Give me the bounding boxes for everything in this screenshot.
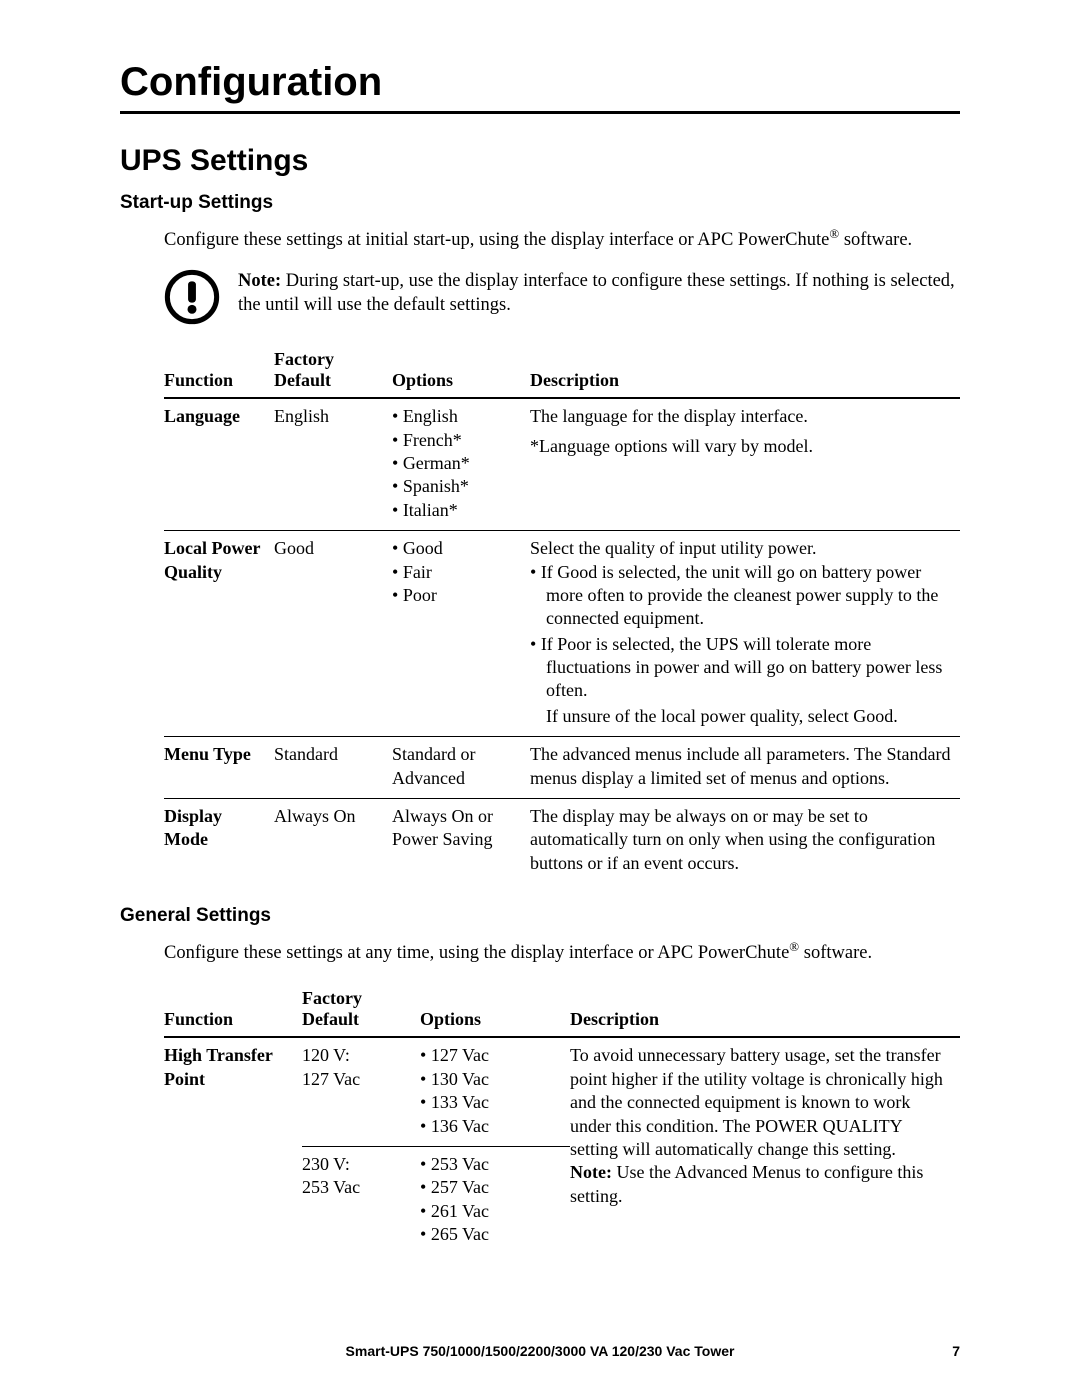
reg-mark: ® xyxy=(829,226,839,241)
desc-note: Note: Use the Advanced Menus to configur… xyxy=(570,1161,952,1208)
desc-trail: If unsure of the local power quality, se… xyxy=(530,705,952,728)
opt: 253 Vac xyxy=(420,1153,550,1176)
cell-options: English French* German* Spanish* Italian… xyxy=(392,398,530,530)
desc-note-body: Use the Advanced Menus to configure this… xyxy=(570,1162,923,1205)
opt: French* xyxy=(392,429,522,452)
desc-p1: To avoid unnecessary battery usage, set … xyxy=(570,1044,952,1161)
cell-function: Language xyxy=(164,398,274,530)
note-block: Note: During start-up, use the display i… xyxy=(164,269,960,325)
col-factory-default: Factory Default xyxy=(274,343,392,398)
opt: 136 Vac xyxy=(420,1115,550,1138)
cell-description: To avoid unnecessary battery usage, set … xyxy=(570,1037,960,1254)
col-factory-default: Factory Default xyxy=(302,982,420,1037)
page-title: Configuration xyxy=(120,60,960,114)
footer-center: Smart-UPS 750/1000/1500/2200/3000 VA 120… xyxy=(150,1343,930,1359)
opt: 265 Vac xyxy=(420,1223,550,1246)
general-intro-post: software. xyxy=(799,943,872,963)
table-row: Display Mode Always On Always On or Powe… xyxy=(164,799,960,884)
page-number: 7 xyxy=(930,1343,960,1359)
opt: 130 Vac xyxy=(420,1068,550,1091)
alert-icon xyxy=(164,269,220,325)
cell-default: Good xyxy=(274,531,392,737)
cell-default: Always On xyxy=(274,799,392,884)
col-options: Options xyxy=(392,343,530,398)
fd-230v-value: 253 Vac xyxy=(302,1176,412,1199)
note-body: During start-up, use the display interfa… xyxy=(238,271,955,315)
desc-line: The language for the display interface. xyxy=(530,405,952,428)
opt: Poor xyxy=(392,584,522,607)
startup-intro-post: software. xyxy=(839,230,912,250)
cell-description: The advanced menus include all parameter… xyxy=(530,737,960,799)
startup-table: Function Factory Default Options Descrip… xyxy=(164,343,960,883)
table-row: Language English English French* German*… xyxy=(164,398,960,530)
general-table: Function Factory Default Options Descrip… xyxy=(164,982,960,1254)
desc-line: *Language options will vary by model. xyxy=(530,435,952,458)
fd-120v-value: 127 Vac xyxy=(302,1068,412,1091)
cell-options: 127 Vac 130 Vac 133 Vac 136 Vac xyxy=(420,1037,570,1146)
cell-options: 253 Vac 257 Vac 261 Vac 265 Vac xyxy=(420,1146,570,1254)
fd-120v-label: 120 V: xyxy=(302,1044,412,1067)
cell-default: 230 V: 253 Vac xyxy=(302,1146,420,1254)
general-heading: General Settings xyxy=(120,905,960,927)
startup-heading: Start-up Settings xyxy=(120,192,960,214)
cell-function: High Transfer Point xyxy=(164,1037,302,1254)
fd-230v-label: 230 V: xyxy=(302,1153,412,1176)
startup-intro-pre: Configure these settings at initial star… xyxy=(164,230,829,250)
col-function: Function xyxy=(164,343,274,398)
cell-default: English xyxy=(274,398,392,530)
cell-options: Good Fair Poor xyxy=(392,531,530,737)
table-row: High Transfer Point 120 V: 127 Vac 127 V… xyxy=(164,1037,960,1146)
cell-function: Display Mode xyxy=(164,799,274,884)
desc-bullet: If Poor is selected, the UPS will tolera… xyxy=(530,633,952,703)
opt: Fair xyxy=(392,561,522,584)
cell-description: The language for the display interface. … xyxy=(530,398,960,530)
col-function: Function xyxy=(164,982,302,1037)
cell-function: Local Power Quality xyxy=(164,531,274,737)
note-text: Note: During start-up, use the display i… xyxy=(238,269,960,317)
table-row: Menu Type Standard Standard or Advanced … xyxy=(164,737,960,799)
cell-description: Select the quality of input utility powe… xyxy=(530,531,960,737)
cell-description: The display may be always on or may be s… xyxy=(530,799,960,884)
opt: English xyxy=(392,405,522,428)
desc-lead: Select the quality of input utility powe… xyxy=(530,537,952,560)
section-heading: UPS Settings xyxy=(120,144,960,178)
opt: Italian* xyxy=(392,499,522,522)
opt: 257 Vac xyxy=(420,1176,550,1199)
col-description: Description xyxy=(570,982,960,1037)
reg-mark: ® xyxy=(789,939,799,954)
cell-options: Always On or Power Saving xyxy=(392,799,530,884)
desc-note-label: Note: xyxy=(570,1162,612,1182)
cell-default: 120 V: 127 Vac xyxy=(302,1037,420,1146)
opt: German* xyxy=(392,452,522,475)
general-intro: Configure these settings at any time, us… xyxy=(164,939,960,964)
opt: 133 Vac xyxy=(420,1091,550,1114)
cell-function: Menu Type xyxy=(164,737,274,799)
cell-options: Standard or Advanced xyxy=(392,737,530,799)
opt: 261 Vac xyxy=(420,1200,550,1223)
col-description: Description xyxy=(530,343,960,398)
opt: 127 Vac xyxy=(420,1044,550,1067)
cell-default: Standard xyxy=(274,737,392,799)
general-intro-pre: Configure these settings at any time, us… xyxy=(164,943,789,963)
note-label: Note: xyxy=(238,271,281,291)
opt: Good xyxy=(392,537,522,560)
page-footer: Smart-UPS 750/1000/1500/2200/3000 VA 120… xyxy=(120,1343,960,1359)
desc-bullet: If Good is selected, the unit will go on… xyxy=(530,561,952,631)
col-options: Options xyxy=(420,982,570,1037)
table-row: Local Power Quality Good Good Fair Poor … xyxy=(164,531,960,737)
startup-intro: Configure these settings at initial star… xyxy=(164,226,960,251)
opt: Spanish* xyxy=(392,475,522,498)
